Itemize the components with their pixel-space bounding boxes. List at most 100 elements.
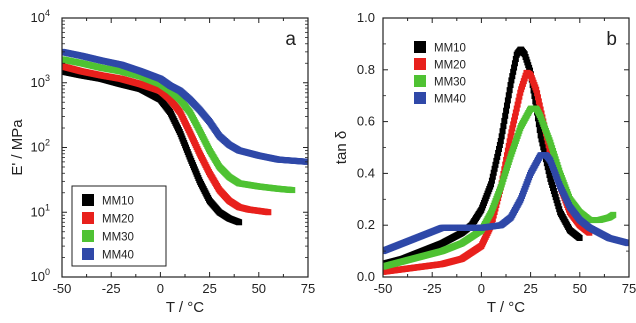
data-point: [489, 215, 496, 222]
data-point: [535, 121, 542, 128]
x-tick-label: -50: [374, 281, 393, 296]
x-tick-label: 0: [478, 281, 485, 296]
legend-label-mm10: MM10: [102, 196, 134, 208]
data-point: [505, 92, 512, 99]
data-point: [545, 168, 552, 175]
data-point: [550, 188, 557, 195]
data-layer: [383, 46, 629, 275]
x-axis-title: T / °C: [487, 299, 525, 316]
data-point: [554, 200, 561, 207]
y-tick-exponent: 4: [45, 8, 50, 18]
data-point: [548, 178, 555, 185]
y-tick-mantissa: 10: [31, 10, 45, 25]
legend-swatch-mm20: [82, 212, 94, 224]
data-point: [532, 98, 539, 105]
y-tick-label: 0.4: [357, 165, 375, 180]
data-point: [541, 148, 548, 155]
data-point: [506, 138, 513, 145]
y-tick-exponent: 0: [45, 267, 50, 277]
data-point: [496, 142, 503, 149]
data-point: [488, 177, 495, 184]
data-point: [503, 102, 510, 109]
y-tick-label: 1.0: [357, 10, 375, 25]
legend-label-mm30: MM30: [102, 232, 134, 244]
data-point: [586, 229, 593, 236]
data-point: [236, 219, 243, 226]
data-point: [513, 105, 520, 112]
data-point: [534, 90, 541, 97]
legend-swatch-mm40: [414, 92, 426, 104]
y-axis-title: tan δ: [333, 131, 350, 164]
data-point: [488, 219, 495, 226]
legend-label-mm30: MM30: [434, 77, 466, 89]
data-point: [503, 152, 510, 159]
x-axis: -50 -25 0 25 50 75: [53, 18, 315, 296]
data-point: [265, 209, 272, 216]
x-axis-title: T / °C: [166, 299, 204, 316]
x-tick-label: 25: [202, 281, 216, 296]
data-point: [505, 142, 512, 149]
series-mm20: [62, 63, 272, 216]
data-point: [516, 93, 523, 100]
data-point: [493, 157, 500, 164]
data-point: [509, 125, 516, 132]
legend: MM10 MM20 MM30 MM40: [414, 41, 466, 106]
data-point: [500, 123, 507, 130]
data-point: [576, 234, 583, 241]
data-point: [543, 160, 550, 167]
data-point: [512, 56, 519, 63]
y-tick-mantissa: 10: [31, 269, 45, 284]
y-tick-exponent: 2: [45, 138, 50, 148]
legend-swatch-mm30: [82, 230, 94, 242]
x-tick-label: -25: [102, 281, 121, 296]
data-point: [506, 87, 513, 94]
data-point: [498, 133, 505, 140]
x-tick-label: 75: [301, 281, 315, 296]
data-point: [533, 86, 540, 93]
y-tick-label: 104: [31, 8, 50, 25]
data-point: [501, 117, 508, 124]
data-point: [511, 117, 518, 124]
x-tick-label: 50: [573, 281, 587, 296]
legend-label-mm40: MM40: [102, 250, 134, 262]
y-axis: 0.0 0.2 0.4 0.6 0.8 1.0: [357, 10, 629, 284]
panel-label: b: [606, 29, 617, 50]
data-point: [492, 161, 499, 168]
data-point: [536, 127, 543, 134]
data-point: [547, 175, 554, 182]
x-tick-label: 0: [157, 281, 164, 296]
data-point: [625, 240, 629, 247]
legend-label-mm20: MM20: [434, 60, 466, 72]
data-point: [534, 94, 541, 101]
y-tick-label: 0.8: [357, 62, 375, 77]
data-point: [508, 77, 515, 84]
legend-swatch-mm10: [414, 41, 426, 53]
legend-swatch-mm20: [414, 58, 426, 70]
data-point: [538, 136, 545, 143]
data-point: [511, 113, 518, 120]
data-point: [553, 197, 560, 204]
data-point: [535, 98, 542, 105]
data-point: [489, 173, 496, 180]
data-point: [539, 140, 546, 147]
series-mm30: [62, 56, 296, 194]
y-tick-label: 0.6: [357, 114, 375, 129]
legend-label-mm10: MM10: [434, 43, 466, 55]
data-point: [510, 68, 517, 75]
data-point: [514, 101, 521, 108]
data-point: [502, 112, 509, 119]
data-point: [496, 145, 503, 152]
data-point: [540, 144, 547, 151]
data-point: [546, 172, 553, 179]
y-tick-exponent: 3: [45, 73, 50, 83]
y-tick-label: 0.2: [357, 217, 375, 232]
data-point: [289, 187, 296, 194]
legend-swatch-mm30: [414, 75, 426, 87]
y-tick-label: 0.0: [357, 269, 375, 284]
y-tick-mantissa: 10: [31, 75, 45, 90]
data-point: [507, 133, 514, 140]
x-tick-label: -25: [423, 281, 442, 296]
